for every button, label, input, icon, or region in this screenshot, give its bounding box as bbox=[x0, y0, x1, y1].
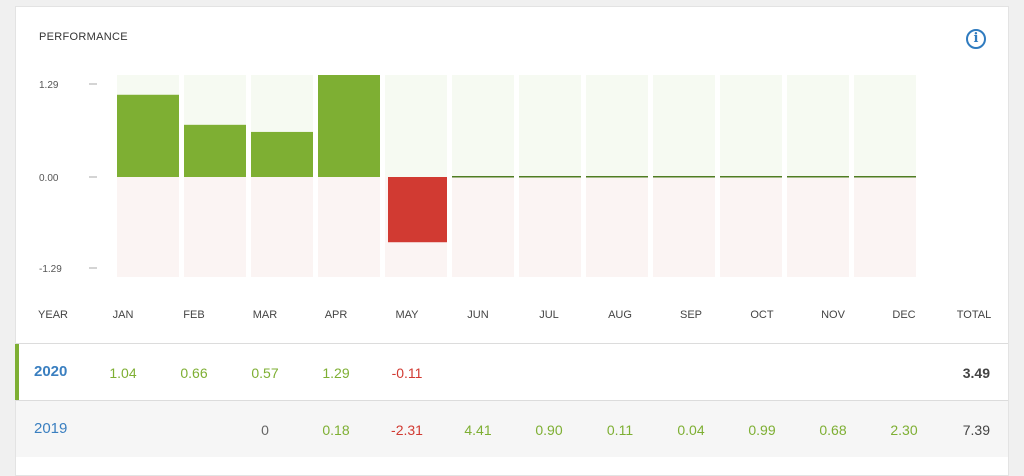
header-feb: FEB bbox=[183, 309, 205, 321]
row-total: 7.39 bbox=[962, 422, 990, 438]
header-jan: JAN bbox=[112, 309, 134, 321]
header-apr: APR bbox=[324, 309, 348, 321]
bar-track-positive bbox=[586, 75, 648, 177]
cell-nov: 0.68 bbox=[819, 422, 847, 438]
cell-jan: 1.04 bbox=[109, 365, 137, 381]
bar-oct bbox=[720, 176, 782, 178]
bar-track-negative bbox=[787, 177, 849, 277]
bar-track-negative bbox=[318, 177, 380, 277]
header-dec: DEC bbox=[892, 309, 916, 321]
bar-track-negative bbox=[184, 177, 246, 277]
header-sep: SEP bbox=[679, 309, 702, 321]
bar-track-negative bbox=[452, 177, 514, 277]
cell-apr: 1.29 bbox=[322, 365, 350, 381]
bar-sep bbox=[653, 176, 715, 178]
table-row-2020: 2020 1.04 0.66 0.57 1.29 -0.11 3.49 bbox=[15, 343, 1008, 400]
cell-oct: 0.99 bbox=[748, 422, 776, 438]
bar-dec bbox=[854, 176, 916, 178]
year-link-2019[interactable]: 2019 bbox=[34, 420, 68, 437]
row-accent-bar bbox=[15, 344, 19, 400]
header-year: YEAR bbox=[38, 309, 68, 321]
bar-track-negative bbox=[586, 177, 648, 277]
cell-feb: 0.66 bbox=[180, 365, 208, 381]
bar-jul bbox=[519, 176, 581, 178]
header-jun: JUN bbox=[467, 309, 489, 321]
bar-track-negative bbox=[854, 177, 916, 277]
bar-track-positive bbox=[787, 75, 849, 177]
row-total: 3.49 bbox=[962, 365, 990, 381]
performance-chart: 1.29 0.00 -1.29 bbox=[39, 75, 916, 277]
header-total: TOTAL bbox=[956, 309, 992, 321]
cell-dec: 2.30 bbox=[890, 422, 918, 438]
bar-track-negative bbox=[519, 177, 581, 277]
header-nov: NOV bbox=[821, 309, 845, 321]
header-mar: MAR bbox=[252, 309, 278, 321]
performance-card: PERFORMANCE i 1.29 0.00 -1.29 YEAR JAN FEB M… bbox=[15, 6, 1009, 476]
cell-jun: 4.41 bbox=[464, 422, 492, 438]
bar-jan bbox=[117, 94, 179, 177]
header-jul: JUL bbox=[539, 309, 559, 321]
cell-may: -0.11 bbox=[391, 365, 423, 381]
header-may: MAY bbox=[395, 309, 419, 321]
y-tick-label: 1.29 bbox=[39, 80, 59, 91]
chart-title: PERFORMANCE bbox=[39, 31, 128, 43]
bar-nov bbox=[787, 176, 849, 178]
bar-track-negative bbox=[720, 177, 782, 277]
year-link-2020[interactable]: 2020 bbox=[34, 363, 68, 380]
cell-sep: 0.04 bbox=[677, 422, 705, 438]
bar-aug bbox=[586, 176, 648, 178]
cell-mar: 0 bbox=[261, 422, 269, 438]
y-tick-label: 0.00 bbox=[39, 173, 59, 184]
bar-apr bbox=[318, 75, 380, 177]
header-oct: OCT bbox=[750, 309, 774, 321]
bar-track-positive bbox=[452, 75, 514, 177]
bar-track-positive bbox=[720, 75, 782, 177]
bar-track-negative bbox=[653, 177, 715, 277]
bar-track-positive bbox=[385, 75, 447, 177]
bar-may bbox=[388, 177, 447, 243]
bar-track-negative bbox=[251, 177, 313, 277]
bar-track-positive bbox=[854, 75, 916, 177]
cell-jul: 0.90 bbox=[535, 422, 563, 438]
bar-track-negative bbox=[117, 177, 179, 277]
bar-jun bbox=[452, 176, 514, 178]
cell-apr: 0.18 bbox=[322, 422, 350, 438]
info-icon[interactable]: i bbox=[966, 29, 986, 49]
cell-aug: 0.11 bbox=[606, 422, 634, 438]
bar-mar bbox=[251, 131, 313, 177]
bar-track-positive bbox=[653, 75, 715, 177]
cell-may: -2.31 bbox=[391, 422, 423, 438]
table-row-2019: 2019 0 0.18 -2.31 4.41 0.90 0.11 0.04 0.99 0.68 2… bbox=[16, 400, 1008, 457]
bar-feb bbox=[184, 124, 246, 177]
bar-track-positive bbox=[519, 75, 581, 177]
y-tick-label: -1.29 bbox=[39, 264, 62, 275]
cell-mar: 0.57 bbox=[251, 365, 279, 381]
header-aug: AUG bbox=[608, 309, 632, 321]
